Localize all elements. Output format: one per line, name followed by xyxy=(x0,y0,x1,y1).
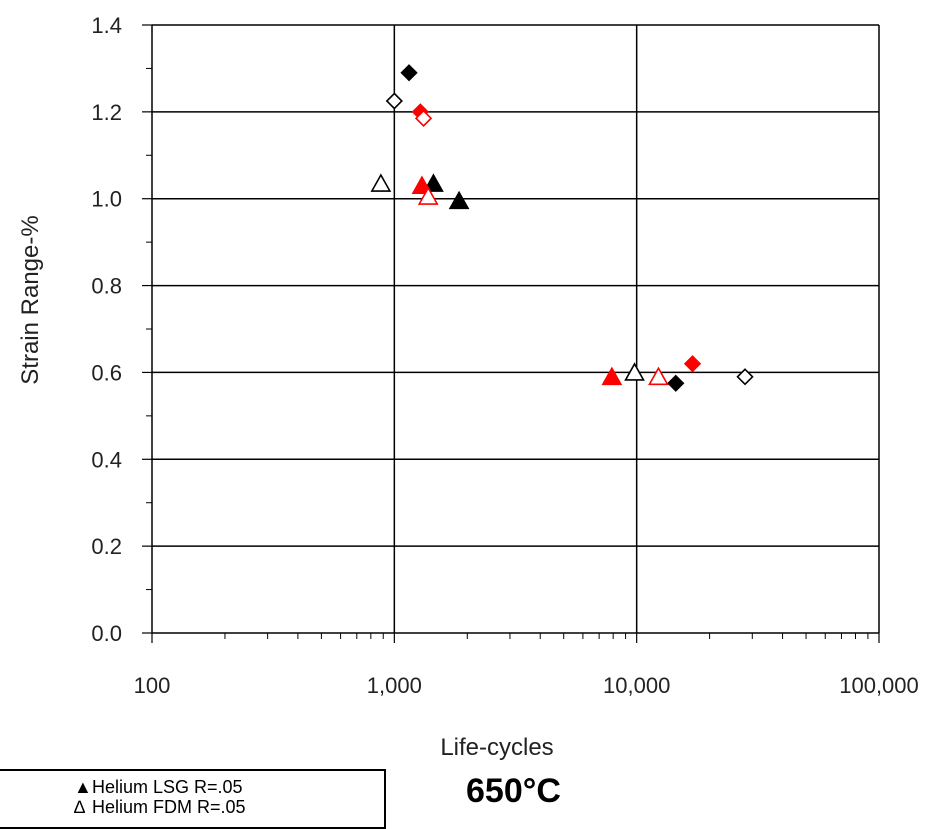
x-tick-label: 1,000 xyxy=(367,673,422,698)
legend-entry-1-label: Helium LSG R=.05 xyxy=(92,777,243,797)
grid-lines xyxy=(152,24,880,633)
y-tick-label: 0.4 xyxy=(91,447,122,472)
x-tick-label: 10,000 xyxy=(603,673,670,698)
y-axis-label: Strain Range-% xyxy=(17,215,44,384)
legend-entry-2: ∆ Helium FDM R=.05 xyxy=(74,797,246,818)
open-triangle-point xyxy=(648,366,669,386)
y-tick-labels: 0.0 0.2 0.4 0.6 0.8 1.0 1.2 1.4 xyxy=(91,13,122,646)
x-tick-label: 100 xyxy=(134,673,171,698)
scatter-chart: 0.00.20.40.60.81.01.21.4 100 1,000 10,000 1… xyxy=(17,13,919,761)
y-tick-label: 0.6 xyxy=(91,360,122,385)
open-triangle-icon: ∆ xyxy=(74,797,86,817)
open-diamond-point xyxy=(736,368,754,386)
y-tick-label: 0.8 xyxy=(91,274,122,299)
legend: ▲Helium LSG R=.05 ∆ Helium FDM R=.05 xyxy=(0,769,386,829)
data-points xyxy=(370,64,754,392)
filled-triangle-icon: ▲ xyxy=(74,777,92,797)
y-tick-label: 1.0 xyxy=(91,187,122,212)
open-diamond-point xyxy=(414,109,433,128)
y-tick-label: 0.2 xyxy=(91,534,122,559)
legend-entry-1: ▲Helium LSG R=.05 xyxy=(74,777,243,798)
open-triangle-point xyxy=(417,186,439,205)
y-tick-label: 0.0 xyxy=(91,621,122,646)
filled-triangle-point xyxy=(448,190,470,210)
x-tick-labels: 100 1,000 10,000 100,000 xyxy=(134,673,919,698)
y-tick-label: 1.4 xyxy=(91,13,122,38)
filled-diamond-point xyxy=(667,374,685,392)
axes xyxy=(142,24,880,643)
chart-title: 650°C xyxy=(466,772,561,810)
filled-diamond-point xyxy=(400,64,418,82)
filled-triangle-point xyxy=(411,175,433,194)
y-tick-label: 1.2 xyxy=(91,100,122,125)
legend-entry-2-label: Helium FDM R=.05 xyxy=(92,797,246,817)
open-diamond-point xyxy=(385,92,403,110)
open-triangle-point xyxy=(624,362,645,381)
x-tick-label: 100,000 xyxy=(839,673,919,698)
open-triangle-point xyxy=(370,173,392,192)
x-axis-label: Life-cycles xyxy=(440,734,553,761)
filled-triangle-point xyxy=(601,366,623,386)
filled-triangle-point xyxy=(423,173,444,192)
filled-diamond-point xyxy=(683,355,702,373)
